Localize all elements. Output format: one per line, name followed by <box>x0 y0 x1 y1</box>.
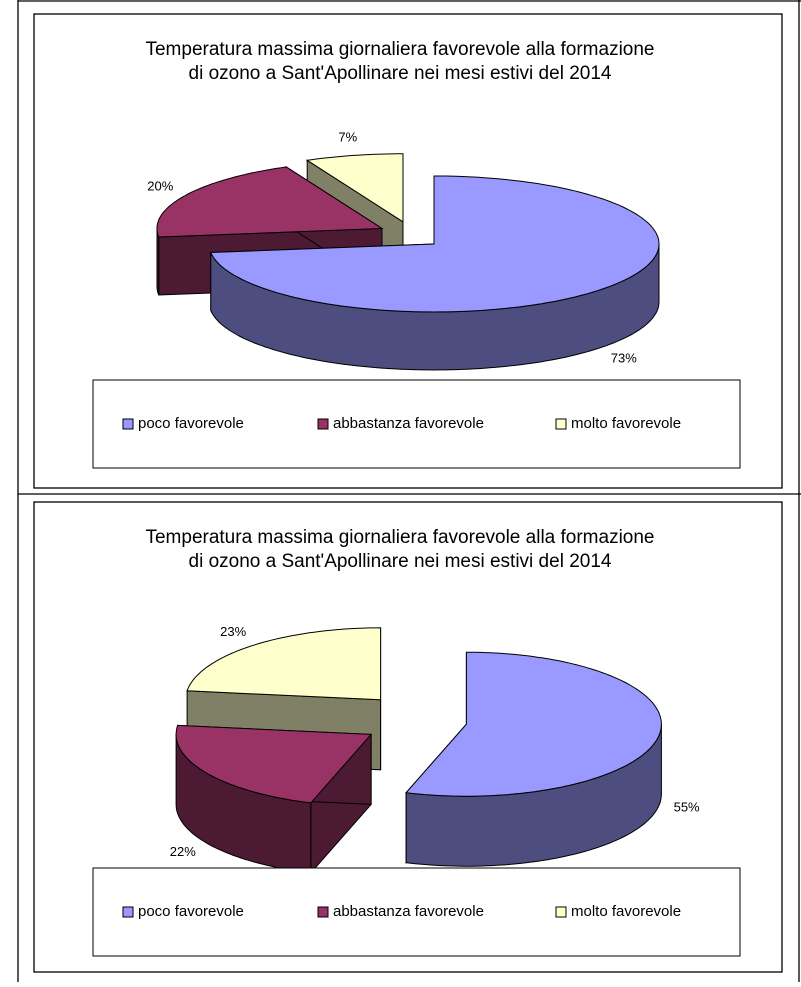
table-borders <box>17 0 801 982</box>
chart-title: di ozono a Sant'Apollinare nei mesi esti… <box>189 63 612 84</box>
slice <box>156 166 384 238</box>
legend-label: molto favorevole <box>571 903 681 920</box>
legend-label: poco favorevole <box>138 903 244 920</box>
chart-title: Temperatura massima giornaliera favorevo… <box>145 527 654 548</box>
data-label: 23% <box>220 624 246 639</box>
data-label: 55% <box>674 800 700 815</box>
data-label: 22% <box>170 844 196 859</box>
slice <box>210 175 660 313</box>
legend-box <box>92 867 741 957</box>
legend-label: molto favorevole <box>571 415 681 432</box>
legend-label: abbastanza favorevole <box>333 415 484 432</box>
slice <box>175 724 373 804</box>
legend-swatch <box>122 418 134 430</box>
legend-swatch <box>122 906 134 918</box>
chart-title: di ozono a Sant'Apollinare nei mesi esti… <box>189 551 612 572</box>
chart: Temperatura massima giornaliera favorevo… <box>92 527 741 957</box>
data-label: 20% <box>147 178 173 193</box>
slice <box>405 651 662 797</box>
legend-label: poco favorevole <box>138 415 244 432</box>
slice <box>186 627 382 701</box>
legend-swatch <box>317 906 329 918</box>
slice-side <box>156 228 160 296</box>
chart-title: Temperatura massima giornaliera favorevo… <box>145 39 654 60</box>
chart: Temperatura massima giornaliera favorevo… <box>92 39 741 469</box>
legend-swatch <box>317 418 329 430</box>
data-label: 7% <box>338 129 357 144</box>
slice <box>305 153 404 223</box>
data-label: 73% <box>611 350 637 365</box>
legend-swatch <box>555 906 567 918</box>
legend-label: abbastanza favorevole <box>333 903 484 920</box>
legend-box <box>92 379 741 469</box>
legend-swatch <box>555 418 567 430</box>
